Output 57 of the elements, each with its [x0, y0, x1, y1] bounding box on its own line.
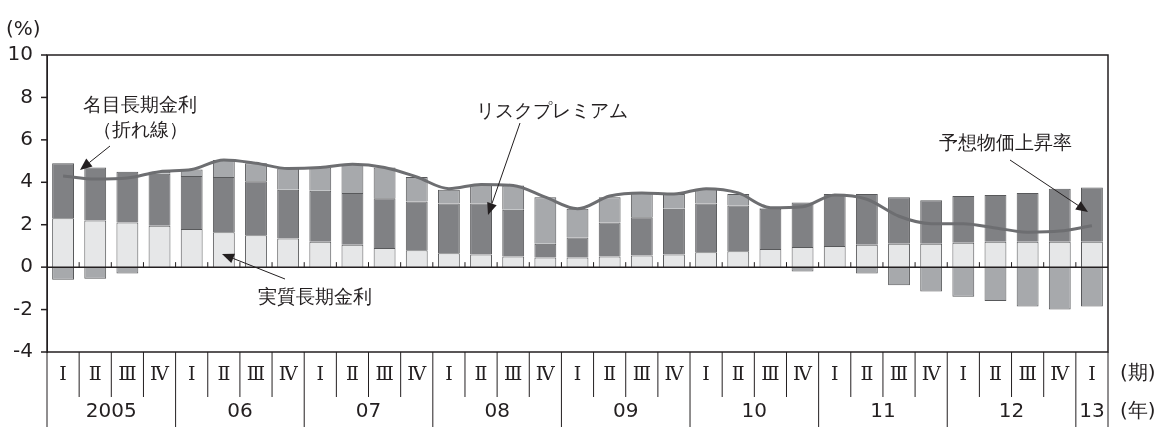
x-tick-label: Ⅳ — [535, 362, 556, 385]
x-tick-label: Ⅱ — [989, 362, 1002, 385]
x-tick-label: Ⅰ — [959, 362, 968, 385]
text: 07 — [355, 398, 382, 423]
x-tick-label: Ⅲ — [889, 362, 909, 385]
x-tick-label: Ⅲ — [761, 362, 780, 385]
x-tick-label: Ⅳ — [1050, 362, 1071, 385]
x-tick-label: Ⅳ — [793, 362, 814, 385]
x-tick-label: Ⅲ — [375, 362, 394, 385]
x-tick-label: Ⅳ — [664, 362, 685, 385]
x-tick-label: Ⅰ — [445, 362, 453, 385]
text: 12 — [998, 398, 1025, 423]
y-tick-label: 10 — [7, 41, 33, 66]
x-tick-label: Ⅱ — [88, 362, 102, 385]
text: 09 — [613, 398, 639, 423]
y-tick-label: 2 — [20, 210, 33, 235]
x-tick-label: Ⅰ — [573, 362, 582, 385]
x-tick-label: Ⅱ — [731, 362, 745, 385]
x-tick-label: Ⅰ — [1088, 362, 1096, 385]
x-tick-label: Ⅳ — [407, 362, 428, 385]
text: 08 — [484, 398, 510, 423]
x-tick-label: Ⅲ — [504, 362, 523, 385]
text: 13 — [1079, 398, 1105, 423]
x-tick-label: Ⅱ — [860, 362, 874, 385]
x-tick-label: Ⅲ — [118, 362, 137, 385]
x-tick-label: Ⅲ — [1018, 362, 1037, 385]
x-tick-label: Ⅰ — [830, 362, 839, 385]
x-axis-title: (期) — [1120, 360, 1156, 385]
text: 2005 — [85, 398, 137, 423]
x-tick-label: Ⅲ — [632, 362, 651, 385]
y-tick-label: 4 — [20, 168, 33, 193]
text: 10 — [741, 398, 768, 423]
y-tick-label: 0 — [20, 253, 33, 278]
text: リスクプレミアム — [475, 98, 629, 123]
series-label: 予想物価上昇率 — [937, 130, 1073, 155]
y-tick-label: -4 — [13, 338, 33, 363]
y-axis-title: (%) — [6, 16, 41, 41]
y-tick-label: 6 — [20, 126, 33, 151]
x-tick-label: Ⅱ — [217, 362, 231, 385]
text: (年) — [1120, 398, 1156, 423]
text: 11 — [870, 398, 896, 423]
x-tick-label: Ⅰ — [187, 362, 196, 385]
x-tick-label: Ⅳ — [921, 362, 942, 385]
x-tick-label: Ⅰ — [316, 362, 325, 385]
x-tick-label: Ⅳ — [278, 362, 299, 385]
series-label: 名目長期金利（折れ線） — [82, 92, 198, 142]
y-tick-label: -2 — [13, 295, 33, 320]
x-tick-label: Ⅰ — [59, 362, 67, 385]
series-label: 実質長期金利 — [257, 284, 373, 309]
x-tick-label: Ⅱ — [603, 362, 617, 385]
text: 06 — [227, 398, 253, 423]
x-tick-label: Ⅲ — [246, 362, 266, 385]
y-tick-label: 8 — [20, 83, 33, 108]
x-tick-label: Ⅱ — [345, 362, 359, 385]
x-tick-label: Ⅱ — [474, 362, 488, 385]
x-tick-label: Ⅳ — [150, 362, 171, 385]
x-tick-label: Ⅰ — [702, 362, 710, 385]
